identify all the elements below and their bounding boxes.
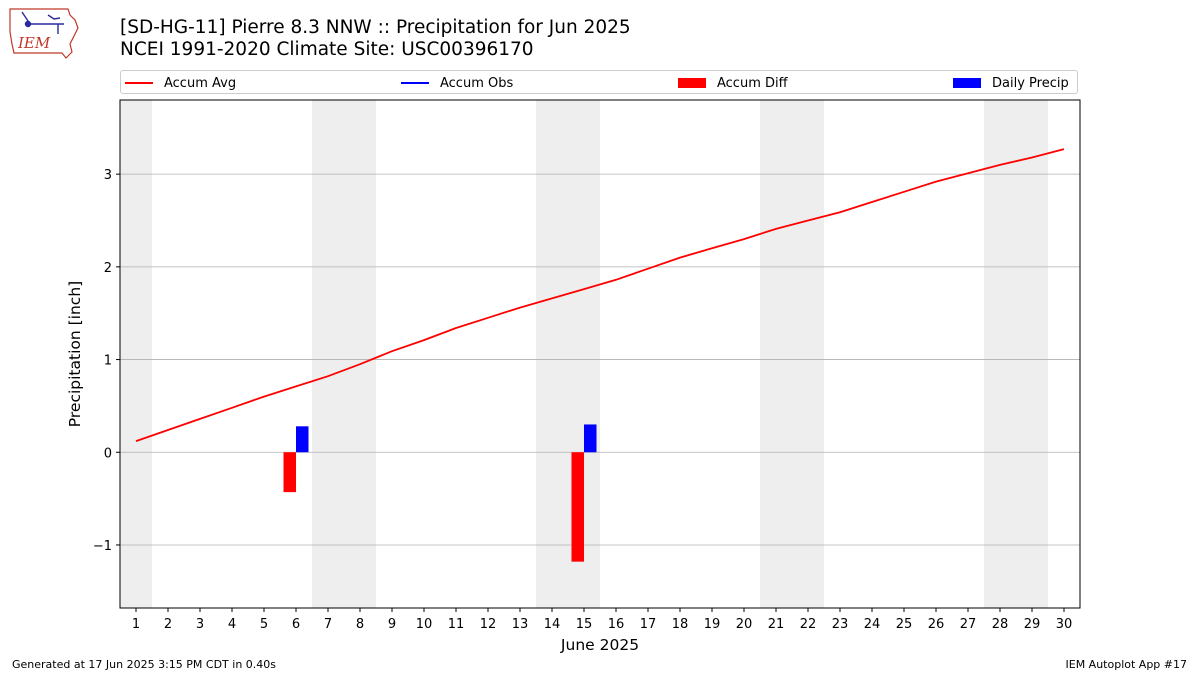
y-tick-label: 0 (104, 446, 112, 461)
plot-frame (119, 99, 1081, 609)
logo-text: IEM (17, 34, 51, 52)
app-credit: IEM Autoplot App #17 (1065, 658, 1188, 671)
weekend-shade (312, 100, 376, 608)
x-tick-label: 1 (132, 617, 140, 632)
legend-swatch-patch-blue (953, 78, 981, 88)
x-tick-label: 19 (704, 617, 721, 632)
x-tick-label: 28 (992, 617, 1009, 632)
x-tick-label: 10 (416, 617, 433, 632)
chart-subtitle: NCEI 1991-2020 Climate Site: USC00396170 (120, 39, 534, 60)
x-tick-label: 17 (640, 617, 657, 632)
x-tick-label: 15 (576, 617, 593, 632)
generated-timestamp: Generated at 17 Jun 2025 3:15 PM CDT in … (12, 658, 277, 671)
accum-diff-bar (283, 452, 296, 493)
y-axis-label: Precipitation [inch] (66, 281, 84, 427)
weekend-shade (536, 100, 600, 608)
x-tick-label: 9 (388, 617, 396, 632)
x-tick-label: 5 (260, 617, 268, 632)
weather-instruments-icon (21, 11, 64, 34)
legend-item-accum-diff: Accum Diff (678, 74, 788, 92)
x-tick-label: 27 (960, 617, 977, 632)
legend-label: Accum Obs (440, 75, 514, 91)
y-tick-label: 3 (104, 168, 112, 183)
x-tick-label: 22 (800, 617, 817, 632)
chart-legend: Accum Avg Accum Obs Accum Diff Daily Pre… (120, 70, 1078, 94)
x-tick-label: 30 (1056, 617, 1073, 632)
x-tick-label: 13 (512, 617, 529, 632)
y-tick-label: 1 (104, 354, 112, 369)
legend-item-daily-precip: Daily Precip (953, 74, 1069, 92)
accum-avg-line (135, 148, 1065, 442)
legend-label: Accum Avg (164, 75, 237, 91)
x-tick-label: 11 (448, 617, 465, 632)
x-tick-label: 6 (292, 617, 300, 632)
accum-diff-bar (571, 452, 584, 562)
x-tick-label: 26 (928, 617, 945, 632)
legend-label: Daily Precip (992, 75, 1069, 91)
legend-item-accum-obs: Accum Obs (401, 74, 513, 92)
x-tick-label: 14 (544, 617, 561, 632)
y-tick-label: −1 (93, 539, 112, 554)
x-tick-label: 25 (896, 617, 913, 632)
x-tick-label: 21 (768, 617, 785, 632)
x-tick-label: 24 (864, 617, 881, 632)
legend-item-accum-avg: Accum Avg (125, 74, 236, 92)
x-tick-label: 4 (228, 617, 236, 632)
iem-logo: IEM (9, 8, 79, 59)
daily-precip-bar (296, 426, 309, 453)
x-tick-label: 29 (1024, 617, 1041, 632)
x-tick-label: 8 (356, 617, 364, 632)
weekend-shade (984, 100, 1048, 608)
x-tick-label: 20 (736, 617, 753, 632)
x-tick-label: 7 (324, 617, 332, 632)
x-tick-label: 12 (480, 617, 497, 632)
x-tick-label: 18 (672, 617, 689, 632)
chart-title: [SD-HG-11] Pierre 8.3 NNW :: Precipitati… (120, 17, 631, 38)
legend-swatch-line-blue (401, 82, 429, 84)
x-axis-label: June 2025 (560, 636, 639, 654)
x-tick-label: 2 (164, 617, 172, 632)
daily-precip-bar (584, 424, 597, 453)
legend-swatch-line-red (125, 82, 153, 84)
x-tick-label: 16 (608, 617, 625, 632)
weekend-shade (760, 100, 824, 608)
weekend-shade (120, 100, 152, 608)
legend-swatch-patch-red (678, 78, 706, 88)
x-tick-label: 3 (196, 617, 204, 632)
legend-label: Accum Diff (717, 75, 788, 91)
x-tick-label: 23 (832, 617, 849, 632)
y-tick-label: 2 (104, 261, 112, 276)
